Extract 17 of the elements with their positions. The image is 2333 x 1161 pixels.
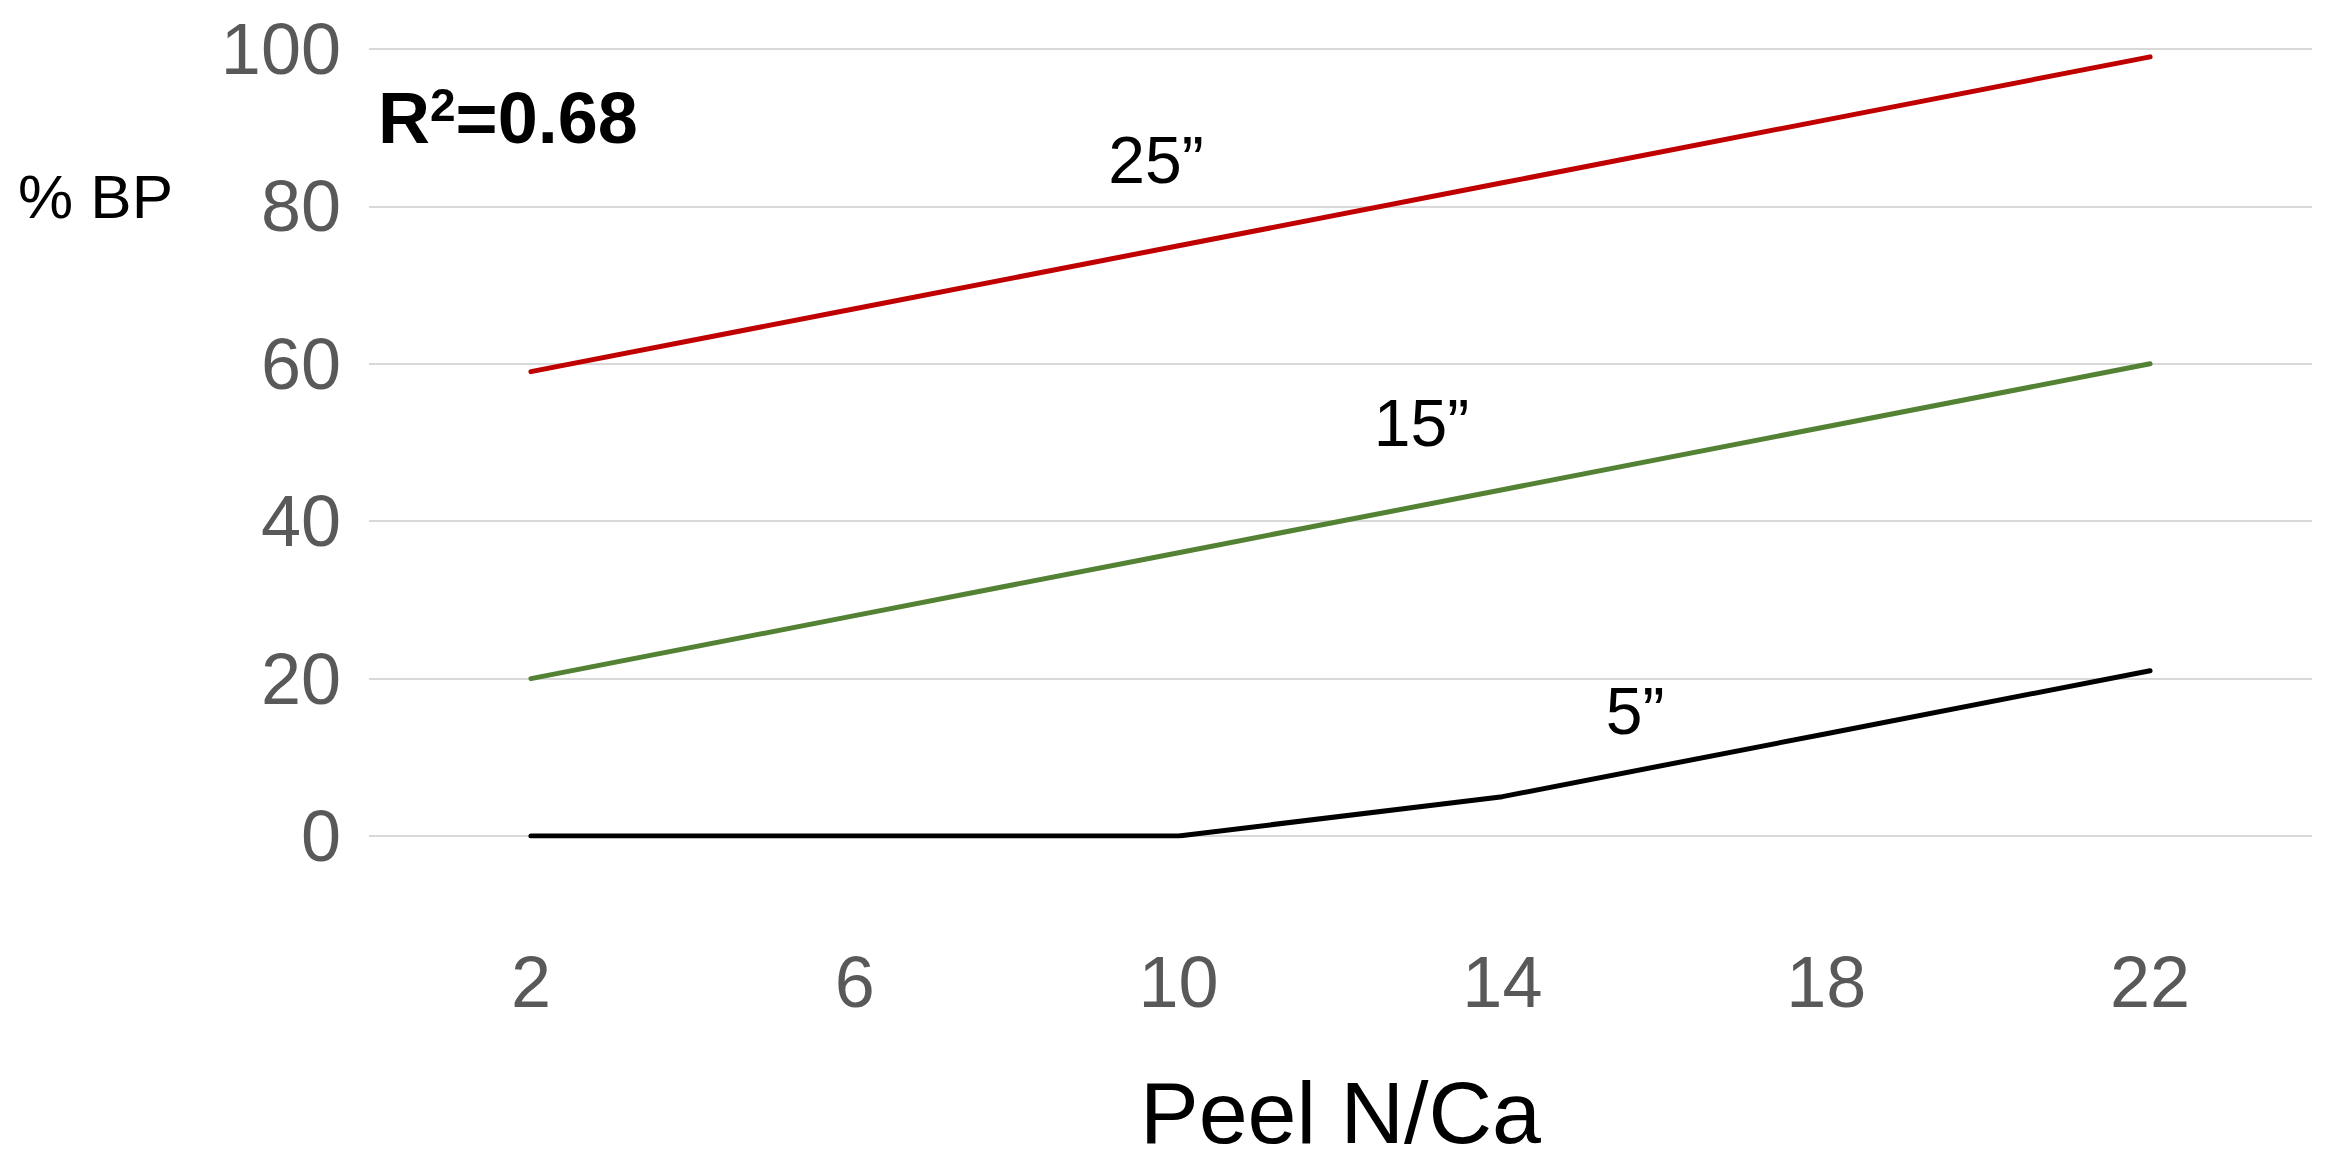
series-label: 25” — [1108, 123, 1204, 198]
x-tick-label: 6 — [834, 942, 875, 1022]
series-label: 15” — [1373, 386, 1470, 461]
x-tick-label: 14 — [1462, 942, 1543, 1022]
x-tick-label: 2 — [510, 942, 551, 1022]
y-tick-label: 100 — [220, 9, 341, 89]
y-tick-label: 40 — [260, 481, 341, 562]
y-tick-label: 20 — [260, 638, 341, 719]
x-tick-label: 18 — [1786, 942, 1867, 1022]
y-tick-label: 60 — [260, 323, 341, 404]
y-tick-label: 0 — [300, 796, 341, 876]
y-axis-title: % BP — [18, 161, 174, 231]
series-label: 5” — [1605, 673, 1665, 748]
x-tick-label: 22 — [2110, 942, 2191, 1022]
x-tick-label: 10 — [1138, 942, 1219, 1022]
y-tick-label: 80 — [260, 166, 341, 247]
x-axis-title: Peel N/Ca — [1139, 1062, 1542, 1161]
